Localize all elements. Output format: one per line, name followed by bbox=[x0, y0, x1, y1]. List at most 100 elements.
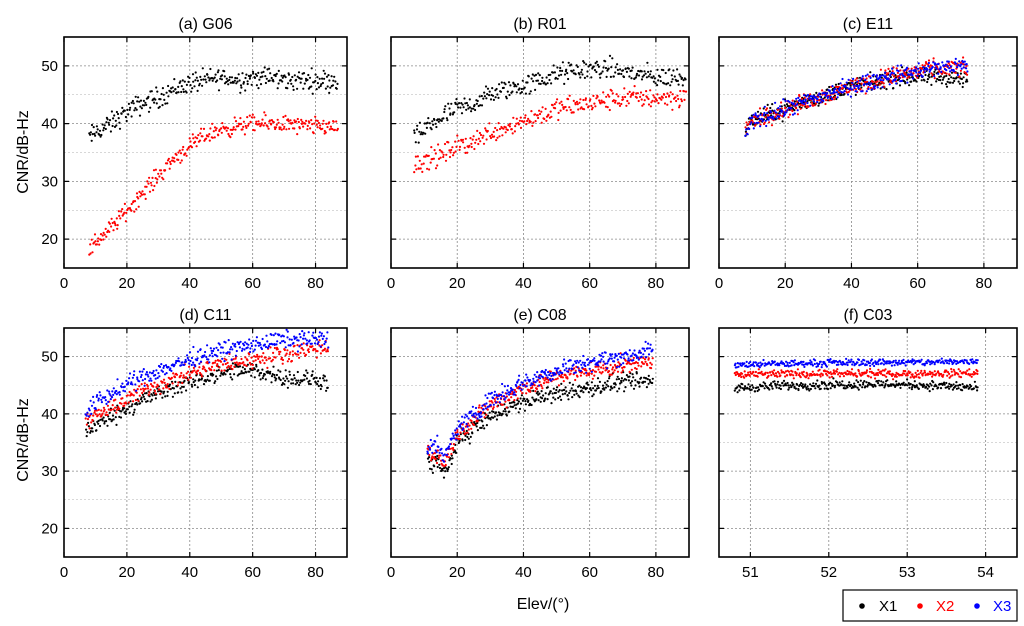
data-point bbox=[423, 122, 426, 125]
data-point bbox=[482, 134, 485, 137]
data-point bbox=[476, 421, 479, 425]
data-point bbox=[470, 110, 473, 113]
data-point bbox=[443, 108, 446, 111]
data-point bbox=[862, 381, 865, 384]
data-point bbox=[137, 96, 140, 99]
data-point bbox=[124, 220, 127, 223]
data-point bbox=[883, 374, 886, 377]
data-point bbox=[656, 93, 659, 96]
data-point bbox=[275, 377, 278, 380]
data-point bbox=[184, 152, 187, 155]
data-point bbox=[565, 390, 568, 393]
data-point bbox=[866, 384, 870, 387]
data-point bbox=[200, 78, 203, 81]
data-point bbox=[468, 106, 471, 109]
data-point bbox=[317, 335, 321, 338]
data-point bbox=[153, 389, 156, 393]
data-point bbox=[316, 76, 319, 79]
data-point bbox=[597, 368, 600, 371]
data-point bbox=[866, 80, 869, 83]
data-point bbox=[965, 67, 968, 70]
plot-frame bbox=[63, 36, 348, 269]
data-point bbox=[88, 409, 91, 412]
data-point bbox=[933, 370, 936, 373]
data-point bbox=[780, 105, 783, 108]
data-point bbox=[201, 67, 204, 70]
data-point bbox=[601, 370, 604, 374]
data-point bbox=[212, 349, 215, 353]
data-point bbox=[572, 389, 575, 392]
data-point bbox=[586, 75, 589, 78]
data-point bbox=[629, 95, 632, 98]
data-point bbox=[317, 341, 320, 344]
data-point bbox=[202, 383, 206, 386]
data-point bbox=[149, 383, 153, 386]
data-point bbox=[879, 79, 883, 82]
data-point bbox=[222, 351, 225, 354]
data-point bbox=[178, 149, 181, 152]
data-point bbox=[580, 363, 583, 366]
data-point bbox=[287, 357, 291, 361]
panel-title: (a) G06 bbox=[178, 16, 232, 33]
data-point bbox=[585, 103, 588, 106]
data-point bbox=[274, 332, 277, 335]
data-point bbox=[894, 373, 897, 377]
data-point bbox=[640, 365, 643, 368]
data-point bbox=[109, 398, 112, 401]
data-point bbox=[413, 129, 416, 132]
data-point bbox=[161, 104, 164, 107]
data-point bbox=[418, 121, 421, 124]
data-point bbox=[319, 352, 322, 355]
data-point bbox=[237, 73, 240, 76]
data-point bbox=[616, 358, 619, 361]
data-point bbox=[310, 67, 313, 70]
data-point bbox=[103, 233, 106, 236]
data-point bbox=[465, 429, 468, 433]
data-point bbox=[268, 79, 271, 82]
data-point bbox=[182, 385, 185, 388]
data-point bbox=[474, 406, 478, 410]
data-point bbox=[571, 367, 574, 371]
data-point bbox=[607, 370, 611, 373]
data-point bbox=[440, 452, 444, 455]
data-point bbox=[227, 132, 230, 136]
data-point bbox=[418, 159, 421, 162]
data-point bbox=[472, 107, 475, 110]
data-point bbox=[541, 76, 544, 79]
data-point bbox=[500, 394, 503, 397]
data-point bbox=[532, 121, 535, 124]
data-point bbox=[649, 105, 653, 108]
data-point bbox=[512, 116, 515, 119]
x-tick-label: 80 bbox=[648, 564, 665, 581]
data-point bbox=[674, 96, 677, 99]
data-point bbox=[765, 107, 769, 110]
data-point bbox=[913, 380, 916, 383]
data-point bbox=[212, 130, 215, 133]
data-point bbox=[950, 370, 953, 373]
data-point bbox=[808, 389, 811, 392]
data-point bbox=[444, 105, 447, 108]
data-point bbox=[532, 398, 535, 401]
data-point bbox=[438, 463, 441, 466]
data-point bbox=[668, 68, 671, 71]
data-point bbox=[258, 78, 261, 81]
data-point bbox=[111, 404, 114, 407]
data-point bbox=[783, 371, 786, 374]
data-point bbox=[776, 370, 780, 373]
data-point bbox=[513, 391, 516, 394]
data-point bbox=[232, 126, 235, 129]
data-point bbox=[927, 61, 931, 65]
data-point bbox=[908, 386, 911, 389]
data-point bbox=[477, 406, 480, 409]
plot-frame bbox=[63, 327, 348, 558]
data-point bbox=[943, 75, 946, 78]
data-point bbox=[192, 378, 195, 381]
data-point bbox=[153, 184, 156, 188]
data-point bbox=[536, 79, 540, 82]
data-point bbox=[120, 386, 123, 389]
data-point bbox=[170, 87, 173, 90]
data-point bbox=[663, 102, 667, 105]
data-point bbox=[135, 192, 139, 195]
data-point bbox=[788, 386, 791, 389]
